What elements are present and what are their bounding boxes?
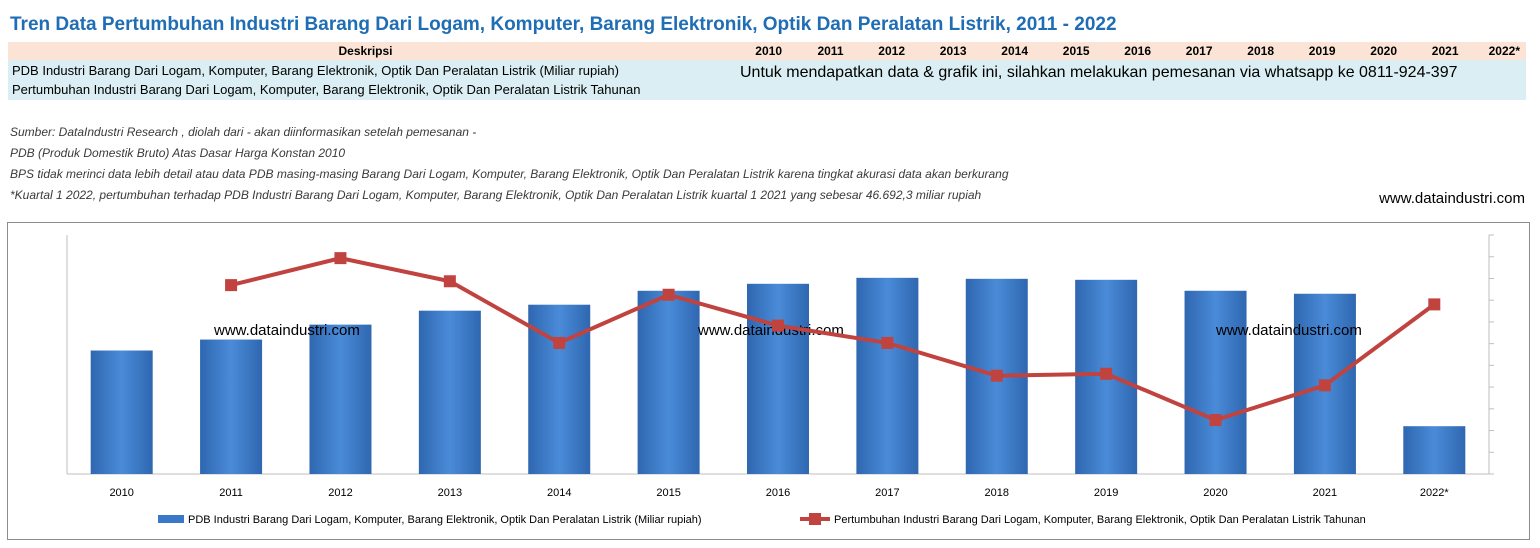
x-tick-label: 2014	[547, 487, 571, 499]
marker-2014	[553, 336, 566, 349]
x-tick-label: 2016	[766, 487, 790, 499]
table-header: Deskripsi 2010 2011 2012 2013 2014 2015 2016 20…	[8, 42, 1526, 60]
x-tick-label: 2017	[875, 487, 899, 499]
marker-2011	[225, 279, 238, 292]
marker-2017	[881, 336, 894, 349]
marker-2015	[662, 288, 675, 301]
x-tick-label: 2012	[328, 487, 352, 499]
marker-2019	[1100, 367, 1113, 380]
marker-2021	[1318, 379, 1331, 392]
chart-container: www.dataindustri.com www.dataindustri.com…	[7, 222, 1530, 540]
combo-chart: www.dataindustri.com www.dataindustri.com…	[66, 234, 1494, 526]
marker-2013	[443, 275, 456, 288]
note-pdb: PDB (Produk Domestik Bruto) Atas Dasar H…	[10, 146, 346, 160]
table-body: PDB Industri Barang Dari Logam, Komputer…	[8, 60, 1526, 100]
x-tick-label: 2010	[109, 487, 133, 499]
year-header-9: 2019	[1308, 44, 1336, 58]
note-bps: BPS tidak merinci data lebih detail atau…	[10, 167, 1009, 181]
bar-2015	[637, 290, 700, 474]
x-tick-label: 2015	[656, 487, 680, 499]
bar-2011	[200, 339, 263, 474]
year-header-12: 2022*	[1488, 44, 1520, 58]
x-tick-label: 2018	[985, 487, 1009, 499]
year-header-6: 2016	[1124, 44, 1151, 58]
marker-2020	[1209, 414, 1222, 427]
table-row: PDB Industri Barang Dari Logam, Komputer…	[12, 63, 619, 78]
order-message: Untuk mendapatkan data & grafik ini, sil…	[740, 64, 1458, 81]
year-header-4: 2014	[1001, 44, 1028, 58]
bar-2010	[90, 350, 153, 474]
growth-line	[230, 256, 1436, 423]
bar-2012	[309, 324, 372, 474]
year-header-10: 2020	[1370, 44, 1397, 58]
x-tick-label: 2020	[1203, 487, 1227, 499]
table-row: Pertumbuhan Industri Barang Dari Logam, …	[12, 82, 641, 97]
year-header-5: 2015	[1062, 44, 1090, 58]
x-tick-label: 2022*	[1420, 487, 1449, 499]
bar-2013	[418, 310, 481, 474]
x-tick-label: 2011	[219, 487, 243, 499]
page-title: Tren Data Pertumbuhan Industri Barang Da…	[10, 14, 1117, 35]
legend-label-bar: PDB Industri Barang Dari Logam, Komputer…	[188, 514, 702, 526]
bar-2022*	[1403, 426, 1466, 474]
legend-marker-line	[809, 513, 821, 525]
year-header-11: 2021	[1431, 44, 1459, 58]
website-label: www.dataindustri.com	[1379, 190, 1525, 207]
watermark-1: www.dataindustri.com	[697, 322, 844, 339]
year-header-2: 2012	[878, 44, 905, 58]
marker-2016	[772, 319, 784, 332]
note-source: Sumber: DataIndustri Research , diolah d…	[10, 125, 477, 139]
description-header: Deskripsi	[338, 44, 393, 58]
year-header-0: 2010	[755, 44, 782, 58]
marker-2018	[990, 369, 1003, 382]
data-table: Deskripsi 2010 2011 2012 2013 2014 2015 2016 20…	[8, 42, 1526, 100]
legend-swatch-bar	[158, 515, 184, 523]
note-quarter: *Kuartal 1 2022, pertumbuhan terhadap PD…	[10, 188, 982, 202]
x-tick-label: 2019	[1094, 487, 1118, 499]
watermark-0: www.dataindustri.com	[213, 322, 360, 339]
x-tick-label: 2021	[1313, 487, 1337, 499]
year-header-7: 2017	[1185, 44, 1213, 58]
marker-2022*	[1428, 298, 1441, 311]
legend-label-line: Pertumbuhan Industri Barang Dari Logam, …	[834, 514, 1366, 526]
x-tick-label: 2013	[438, 487, 462, 499]
bar-2017	[856, 277, 919, 474]
source-notes: Sumber: DataIndustri Research , diolah d…	[10, 122, 1009, 206]
year-header-1: 2011	[817, 44, 844, 58]
year-header-8: 2018	[1247, 44, 1274, 58]
marker-2012	[334, 252, 347, 265]
bar-2016	[747, 283, 809, 474]
watermark-2: www.dataindustri.com	[1215, 322, 1362, 339]
bar-2020	[1184, 290, 1247, 474]
year-header-3: 2013	[939, 44, 967, 58]
